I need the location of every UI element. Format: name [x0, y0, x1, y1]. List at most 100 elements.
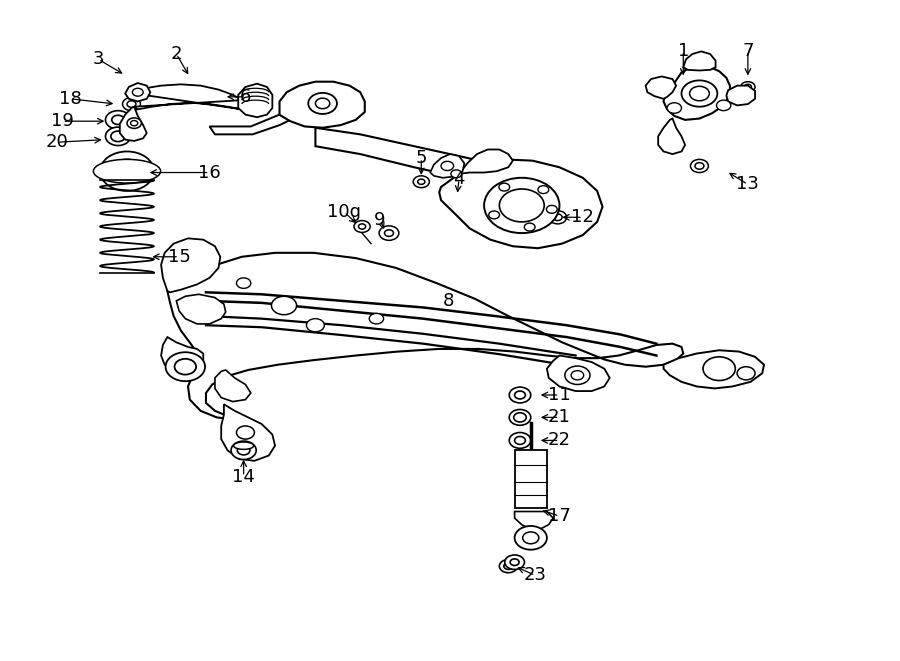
Polygon shape — [645, 77, 676, 98]
Circle shape — [308, 93, 337, 114]
Circle shape — [689, 87, 709, 100]
Circle shape — [514, 412, 526, 422]
Polygon shape — [161, 239, 220, 292]
Polygon shape — [663, 66, 730, 120]
Circle shape — [703, 357, 735, 381]
Polygon shape — [658, 118, 685, 154]
Text: 23: 23 — [524, 566, 546, 584]
Text: 11: 11 — [548, 386, 571, 404]
Circle shape — [484, 178, 560, 233]
Polygon shape — [120, 106, 147, 141]
Text: 15: 15 — [167, 248, 191, 266]
Polygon shape — [134, 85, 242, 109]
Circle shape — [525, 223, 535, 231]
Circle shape — [681, 81, 717, 106]
Text: 13: 13 — [736, 175, 760, 194]
Text: 21: 21 — [548, 408, 571, 426]
Polygon shape — [125, 83, 150, 101]
Text: 3: 3 — [93, 50, 104, 68]
Circle shape — [237, 426, 255, 439]
Circle shape — [515, 391, 526, 399]
Circle shape — [549, 211, 567, 224]
Polygon shape — [459, 149, 513, 174]
Circle shape — [127, 100, 136, 107]
Text: 7: 7 — [742, 42, 753, 59]
Circle shape — [744, 85, 752, 90]
Circle shape — [238, 446, 250, 455]
Text: 1: 1 — [678, 42, 689, 59]
Text: 8: 8 — [443, 292, 454, 310]
Polygon shape — [280, 82, 364, 128]
Circle shape — [489, 211, 500, 219]
Circle shape — [554, 214, 562, 221]
Circle shape — [690, 159, 708, 173]
Polygon shape — [167, 253, 683, 419]
Circle shape — [499, 183, 509, 191]
Text: 9: 9 — [374, 211, 386, 229]
Circle shape — [130, 120, 138, 126]
Circle shape — [100, 151, 154, 191]
Circle shape — [523, 532, 539, 544]
Circle shape — [132, 89, 143, 96]
Text: 4: 4 — [454, 170, 464, 188]
Circle shape — [441, 161, 454, 171]
Text: 2: 2 — [171, 45, 182, 63]
Circle shape — [237, 278, 251, 288]
Circle shape — [413, 176, 429, 188]
Text: 14: 14 — [232, 467, 255, 486]
Circle shape — [741, 82, 755, 93]
Circle shape — [500, 189, 544, 222]
Ellipse shape — [234, 442, 254, 449]
Circle shape — [737, 367, 755, 380]
Circle shape — [231, 441, 256, 459]
Circle shape — [504, 563, 513, 569]
Text: 20: 20 — [46, 134, 68, 151]
Circle shape — [515, 526, 547, 550]
Polygon shape — [547, 356, 609, 391]
Text: 18: 18 — [59, 90, 82, 108]
Circle shape — [175, 359, 196, 375]
Text: 6: 6 — [239, 88, 251, 106]
Circle shape — [122, 97, 140, 110]
Circle shape — [379, 226, 399, 241]
Circle shape — [358, 224, 365, 229]
Ellipse shape — [94, 159, 160, 183]
Circle shape — [716, 100, 731, 110]
Circle shape — [572, 371, 584, 380]
Circle shape — [546, 206, 557, 214]
Circle shape — [509, 387, 531, 403]
Circle shape — [451, 170, 462, 178]
Text: 16: 16 — [198, 163, 220, 182]
Polygon shape — [215, 370, 251, 402]
Circle shape — [418, 179, 425, 184]
Circle shape — [306, 319, 324, 332]
Polygon shape — [726, 86, 755, 105]
Text: 12: 12 — [572, 208, 594, 226]
Polygon shape — [210, 114, 291, 134]
Polygon shape — [176, 294, 226, 324]
Polygon shape — [515, 512, 554, 529]
Circle shape — [509, 432, 531, 448]
Polygon shape — [238, 84, 273, 117]
Circle shape — [505, 555, 525, 569]
Circle shape — [538, 186, 549, 194]
Circle shape — [667, 102, 681, 113]
Circle shape — [112, 115, 124, 124]
Polygon shape — [439, 159, 602, 249]
Text: 10g: 10g — [327, 203, 361, 221]
Circle shape — [166, 352, 205, 381]
Text: 17: 17 — [548, 507, 571, 525]
Circle shape — [315, 98, 329, 108]
Polygon shape — [430, 154, 464, 178]
Text: 5: 5 — [416, 149, 427, 167]
Polygon shape — [663, 350, 764, 389]
Circle shape — [695, 163, 704, 169]
Circle shape — [565, 366, 590, 385]
Circle shape — [127, 118, 141, 128]
Polygon shape — [683, 52, 716, 71]
Circle shape — [515, 436, 526, 444]
Polygon shape — [515, 450, 547, 508]
Circle shape — [354, 221, 370, 233]
Circle shape — [510, 559, 519, 565]
Circle shape — [105, 127, 130, 145]
